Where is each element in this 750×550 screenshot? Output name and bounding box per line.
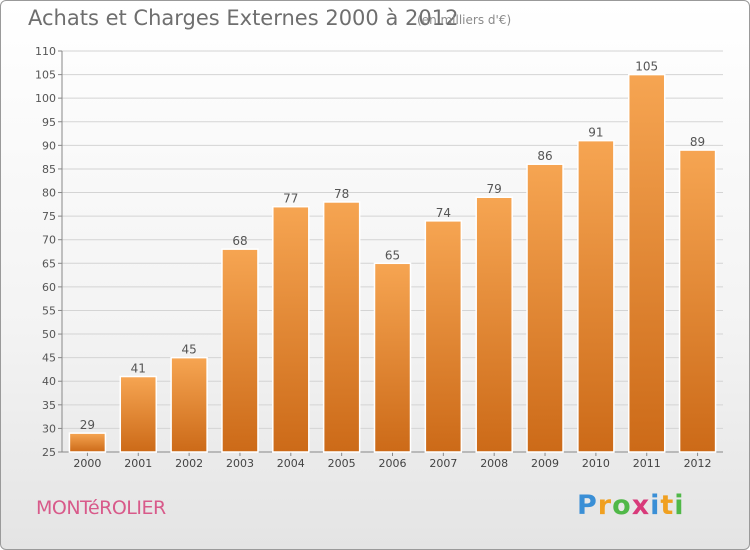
x-tick-label: 2001 — [124, 457, 152, 470]
y-tick-label: 60 — [42, 281, 56, 294]
x-tick-label: 2008 — [480, 457, 508, 470]
x-tick-label: 2007 — [429, 457, 457, 470]
x-tick-label: 2005 — [328, 457, 356, 470]
data-label-2000: 29 — [80, 418, 95, 432]
data-labels: 29 41 45 68 77 78 65 74 79 86 91 105 89 — [80, 60, 705, 433]
x-tick-label: 2010 — [582, 457, 610, 470]
x-tick-label: 2006 — [379, 457, 407, 470]
x-tick-label: 2012 — [684, 457, 712, 470]
x-tick-label: 2000 — [73, 457, 101, 470]
data-label-2004: 77 — [283, 192, 298, 206]
y-tick-label: 30 — [42, 422, 56, 435]
bar-2010 — [577, 139, 615, 453]
bar-2003 — [221, 248, 259, 453]
y-tick-label: 55 — [42, 304, 56, 317]
data-label-2007: 74 — [436, 206, 451, 220]
chart-unit: (en milliers d'€) — [417, 13, 512, 27]
city-name: MONTéROLIER — [36, 497, 166, 519]
bar-2006 — [373, 262, 412, 453]
y-tick-label: 75 — [42, 210, 56, 223]
y-tick-label: 50 — [42, 328, 56, 341]
bar-2005 — [322, 201, 361, 453]
bar-2008 — [475, 196, 513, 453]
bar-2004 — [272, 205, 310, 453]
y-tick-label: 70 — [42, 234, 56, 247]
y-tick-label: 110 — [35, 45, 56, 58]
y-tick-label: 45 — [42, 352, 56, 365]
y-tick-label: 35 — [42, 399, 56, 412]
x-tick-label: 2004 — [277, 457, 305, 470]
y-tick-label: 65 — [42, 257, 56, 270]
bar-2009 — [526, 163, 564, 453]
y-tick-label: 95 — [42, 116, 56, 129]
x-tick-label: 2009 — [531, 457, 559, 470]
data-label-2011: 105 — [635, 60, 658, 74]
data-label-2008: 79 — [487, 182, 502, 196]
data-label-2010: 91 — [588, 126, 603, 140]
y-tick-label: 85 — [42, 163, 56, 176]
bars — [68, 73, 717, 453]
y-tick-label: 90 — [42, 139, 56, 152]
data-label-2012: 89 — [690, 135, 705, 149]
bar-2001 — [119, 375, 158, 453]
bar-2012 — [678, 149, 717, 453]
bar-2011 — [627, 73, 666, 453]
x-tick-label: 2002 — [175, 457, 203, 470]
data-label-2003: 68 — [232, 234, 247, 248]
bar-2000 — [68, 432, 107, 453]
data-label-2002: 45 — [181, 343, 196, 357]
bar-2002 — [170, 356, 208, 453]
y-tick-label: 40 — [42, 375, 56, 388]
y-tick-label: 105 — [35, 69, 56, 82]
data-label-2001: 41 — [131, 362, 146, 376]
y-tick-label: 80 — [42, 187, 56, 200]
data-label-2009: 86 — [537, 149, 552, 163]
bar-2007 — [424, 220, 463, 453]
data-label-2005: 78 — [334, 187, 349, 201]
proxiti-logo[interactable]: Proxiti — [577, 490, 685, 521]
x-tick-label: 2003 — [226, 457, 254, 470]
chart-title: Achats et Charges Externes 2000 à 2012 — [28, 6, 459, 30]
y-tick-label: 100 — [35, 92, 56, 105]
x-tick-label: 2011 — [633, 457, 661, 470]
y-tick-label: 25 — [42, 446, 56, 459]
data-label-2006: 65 — [385, 248, 400, 262]
